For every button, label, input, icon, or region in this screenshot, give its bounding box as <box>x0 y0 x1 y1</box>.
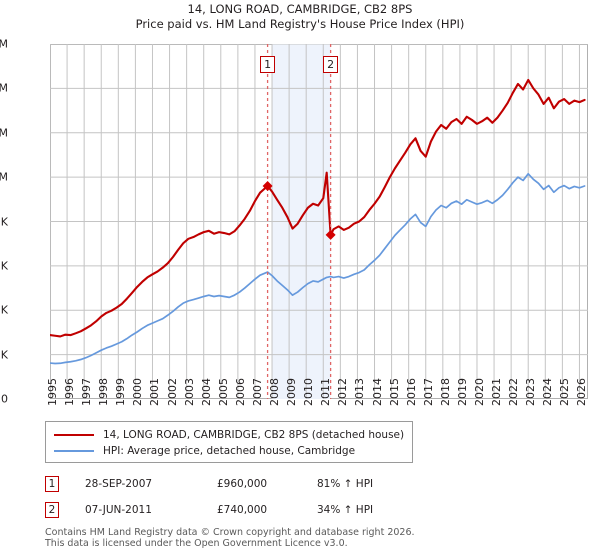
x-axis-tick-label: 2023 <box>524 378 538 406</box>
transaction-price-2: £740,000 <box>217 503 268 516</box>
legend-item-hpi: HPI: Average price, detached house, Camb… <box>54 443 404 459</box>
x-axis-tick-label: 2020 <box>472 378 486 406</box>
x-axis-tick-label: 2012 <box>336 378 350 406</box>
legend-label-hpi: HPI: Average price, detached house, Camb… <box>103 445 356 457</box>
x-axis-tick-label: 2015 <box>387 378 401 406</box>
x-axis-tick-label: 2010 <box>302 378 316 406</box>
x-axis-tick-label: 2016 <box>404 378 418 406</box>
y-axis-tick-label: £1M <box>0 170 8 184</box>
x-axis-tick-label: 2018 <box>438 378 452 406</box>
y-axis-tick-label: £800K <box>0 215 8 228</box>
transaction-marker-1: 1 <box>45 475 59 492</box>
x-axis-tick-label: 2006 <box>233 378 247 406</box>
x-axis-tick-label: 1998 <box>97 378 111 406</box>
footer-line-1: Contains HM Land Registry data © Crown c… <box>45 527 415 538</box>
x-axis-tick-label: 2022 <box>507 378 521 406</box>
x-axis-tick-label: 2003 <box>182 378 196 406</box>
y-axis-tick-label: £400K <box>0 303 8 317</box>
x-axis-tick-label: 2004 <box>199 378 213 406</box>
transaction-row[interactable]: 2 07-JUN-2011 £740,000 34% ↑ HPI <box>45 500 445 519</box>
page-title: 14, LONG ROAD, CAMBRIDGE, CB2 8PS <box>187 2 413 16</box>
y-axis-tick-label: £200K <box>0 348 8 362</box>
x-axis-tick-label: 2019 <box>455 378 469 406</box>
transaction-price-1: £960,000 <box>217 477 268 490</box>
x-axis-tick-label: 2008 <box>268 378 282 406</box>
x-axis-tick-label: 2011 <box>319 378 333 406</box>
x-axis-tick-label: 2025 <box>558 378 572 406</box>
y-axis-tick-label: £0 <box>0 392 8 406</box>
legend-item-price-paid: 14, LONG ROAD, CAMBRIDGE, CB2 8PS (detac… <box>54 427 404 443</box>
chart-legend: 14, LONG ROAD, CAMBRIDGE, CB2 8PS (detac… <box>45 421 413 463</box>
title-block: 14, LONG ROAD, CAMBRIDGE, CB2 8PS Price … <box>0 2 600 32</box>
transaction-date-2: 07-JUN-2011 <box>85 503 152 516</box>
transaction-marker-2: 2 <box>45 501 59 518</box>
x-axis-tick-label: 2013 <box>353 378 367 406</box>
x-axis-tick-label: 1995 <box>46 378 59 406</box>
x-axis-tick-label: 2005 <box>216 378 230 406</box>
x-axis-tick-label: 2014 <box>370 378 384 406</box>
chart-marker-2[interactable]: 2 <box>323 56 339 73</box>
footer-line-2: This data is licensed under the Open Gov… <box>45 538 348 549</box>
x-axis-tick-label: 2026 <box>575 378 589 406</box>
x-axis-tick-label: 2009 <box>285 378 299 406</box>
y-axis-tick-label: £1.4M <box>0 81 8 95</box>
x-axis-tick-label: 1997 <box>80 378 94 406</box>
y-axis-tick-label: £1.6M <box>0 37 8 51</box>
y-axis-tick-label: £1.2M <box>0 126 8 140</box>
chart-canvas <box>50 44 588 399</box>
chart-container: £0 £200K £400K £600K £800K £1M £1.2M £1.4M £1.6M… <box>0 34 600 407</box>
x-axis-tick-label: 2000 <box>131 378 145 406</box>
transaction-hpi-2: 34% ↑ HPI <box>317 503 374 516</box>
transaction-hpi-1: 81% ↑ HPI <box>317 477 374 490</box>
x-axis-tick-label: 1996 <box>63 378 77 406</box>
legend-swatch-price-paid <box>54 434 94 436</box>
legend-label-price-paid: 14, LONG ROAD, CAMBRIDGE, CB2 8PS (detac… <box>103 429 405 441</box>
page-subtitle: Price paid vs. HM Land Registry's House … <box>135 17 465 31</box>
x-axis-tick-label: 2024 <box>541 378 555 406</box>
transaction-date-1: 28-SEP-2007 <box>85 477 153 490</box>
x-axis-tick-label: 1999 <box>114 378 128 406</box>
x-axis-tick-label: 2001 <box>148 378 162 406</box>
x-axis-tick-label: 2007 <box>250 378 264 406</box>
plot-area <box>50 44 588 399</box>
x-axis-tick-label: 2002 <box>165 378 179 406</box>
x-axis-tick-label: 2017 <box>421 378 435 406</box>
y-axis-tick-label: £600K <box>0 259 8 273</box>
x-axis-tick-label: 2021 <box>490 378 504 406</box>
transaction-row[interactable]: 1 28-SEP-2007 £960,000 81% ↑ HPI <box>45 474 445 493</box>
legend-swatch-hpi <box>54 450 94 452</box>
chart-marker-1[interactable]: 1 <box>260 56 276 73</box>
footer-attribution: Contains HM Land Registry data © Crown c… <box>45 527 565 549</box>
